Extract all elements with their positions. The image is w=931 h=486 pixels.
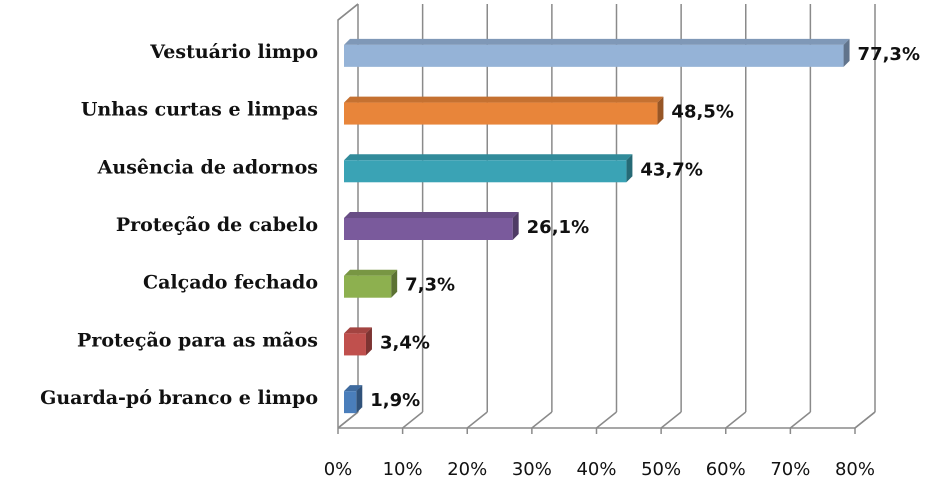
bar — [344, 218, 513, 240]
category-label: Proteção para as mãos — [77, 329, 318, 351]
bar-top — [344, 385, 363, 392]
bar-side — [391, 269, 398, 298]
x-tick-label: 40% — [576, 459, 616, 480]
x-tick-label: 70% — [770, 459, 810, 480]
floor-grid-line — [337, 411, 359, 429]
bar — [344, 44, 844, 67]
bar — [344, 102, 658, 125]
category-label: Guarda-pó branco e limpo — [40, 387, 318, 409]
value-label: 43,7% — [640, 159, 702, 180]
bar-side — [356, 385, 363, 414]
floor-grid-line — [402, 411, 424, 429]
bar-side — [626, 154, 633, 183]
category-label: Unhas curtas e limpas — [81, 99, 318, 121]
value-label: 1,9% — [370, 390, 420, 411]
value-label: 26,1% — [527, 217, 589, 238]
x-tick-label: 60% — [706, 459, 746, 480]
x-tick-label: 30% — [512, 459, 552, 480]
floor-grid-line — [466, 411, 488, 429]
floor-grid-line — [789, 411, 811, 429]
floor-grid-line — [660, 411, 682, 429]
floor-grid-line — [725, 411, 747, 429]
bar — [344, 275, 392, 298]
bar-top — [344, 212, 519, 218]
x-tick-label: 0% — [324, 459, 353, 480]
bar — [344, 160, 627, 183]
category-label: Ausência de adornos — [97, 156, 318, 178]
value-label: 3,4% — [380, 332, 430, 353]
bar-side — [657, 96, 664, 125]
wall-line — [337, 3, 359, 21]
bar-side — [365, 327, 372, 356]
value-label: 48,5% — [671, 102, 733, 123]
category-label: Proteção de cabelo — [116, 214, 318, 236]
bar-side — [512, 212, 519, 240]
value-label: 77,3% — [858, 44, 920, 65]
x-tick-label: 20% — [447, 459, 487, 480]
floor-grid-line — [854, 411, 876, 429]
x-tick-label: 80% — [835, 459, 875, 480]
bar-top — [344, 269, 398, 276]
x-tick-label: 10% — [383, 459, 423, 480]
bar-top — [344, 327, 372, 334]
x-tick-label: 50% — [641, 459, 681, 480]
floor-grid-line — [596, 411, 617, 429]
floor-grid-line — [531, 411, 553, 429]
category-label: Calçado fechado — [143, 272, 318, 294]
category-label: Vestuário limpo — [149, 41, 318, 63]
bar-side — [843, 38, 850, 67]
bar — [344, 391, 357, 414]
bar — [344, 333, 366, 356]
value-label: 7,3% — [405, 275, 455, 296]
bar-top — [344, 154, 633, 161]
bar-top — [344, 38, 850, 45]
bar-top — [344, 96, 664, 103]
